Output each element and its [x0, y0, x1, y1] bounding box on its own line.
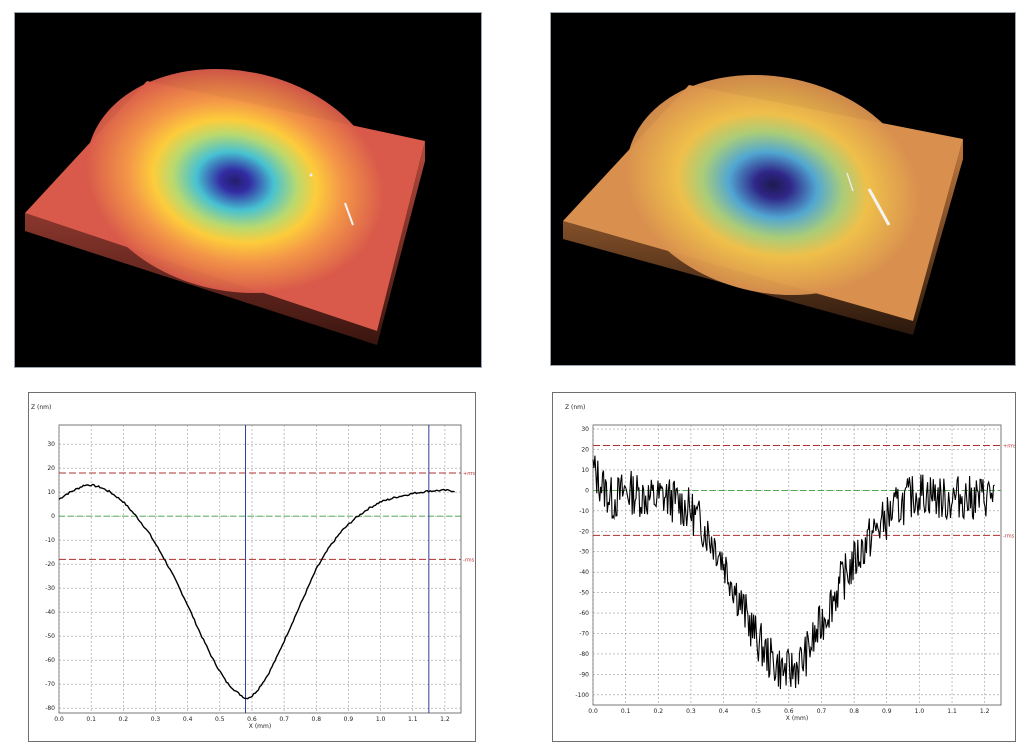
y-tick-label: -80: [45, 705, 55, 712]
right-3d-surface: [550, 12, 1016, 366]
y-tick-label: -30: [579, 549, 589, 556]
right-3d-svg: [563, 74, 963, 335]
left-profile-svg: 0.0 0.1 0.2 0.3 0.4 0.5 0.6 0.7 0.8 0.9 1.0 1.1 1.2 3…: [31, 404, 475, 730]
x-tick-label: 0.8: [849, 708, 859, 715]
x-tick-label: 0.3: [151, 716, 161, 723]
y-tick-label: 20: [581, 447, 589, 454]
rms-upper-label: +rms: [1003, 443, 1015, 449]
x-tick-label: 0.7: [279, 716, 289, 723]
y-tick-label: -60: [579, 610, 589, 617]
y-tick-label: -20: [579, 528, 589, 535]
x-tick-label: 0.1: [86, 716, 96, 723]
x-tick-label: 0.2: [654, 708, 664, 715]
y-tick-label: -50: [579, 590, 589, 597]
x-tick-label: 0.5: [751, 708, 761, 715]
x-tick-label: 1.0: [915, 708, 925, 715]
y-tick-label: 30: [581, 426, 589, 433]
right-profile-svg: 0.0 0.1 0.2 0.3 0.4 0.5 0.6 0.7 0.8 0.9 1.0 1.1 1.2 3…: [565, 404, 1015, 722]
y-tick-label: 10: [581, 467, 589, 474]
x-tick-label: 0.0: [588, 708, 598, 715]
x-axis-label: X (mm): [249, 723, 271, 730]
x-tick-label: 1.1: [408, 716, 418, 723]
y-tick-label: -90: [579, 671, 589, 678]
x-tick-label: 0.4: [183, 716, 193, 723]
y-tick-label: -60: [45, 657, 55, 664]
right-profile-chart: 0.0 0.1 0.2 0.3 0.4 0.5 0.6 0.7 0.8 0.9 1.0 1.1 1.2 3…: [552, 392, 1016, 742]
x-tick-label: 0.1: [621, 708, 631, 715]
rms-upper-label: +rms: [463, 471, 475, 477]
x-tick-label: 0.5: [215, 716, 225, 723]
x-tick-label: 0.9: [344, 716, 354, 723]
x-axis-label: X (mm): [786, 715, 808, 722]
x-tick-label: 1.1: [947, 708, 957, 715]
profile-series-line: [592, 455, 995, 690]
y-tick-label: -30: [45, 585, 55, 592]
y-tick-label: 0: [51, 513, 55, 520]
y-tick-label: 30: [47, 441, 55, 448]
x-tick-label: 0.3: [686, 708, 696, 715]
left-3d-svg: [25, 68, 425, 345]
left-crater: [86, 68, 384, 294]
x-tick-label: 0.6: [784, 708, 794, 715]
left-3d-surface: [14, 12, 482, 368]
y-tick-label: -50: [45, 633, 55, 640]
x-tick-label: 0.6: [247, 716, 257, 723]
y-tick-label: -10: [579, 508, 589, 515]
rms-lower-label: -rms: [463, 557, 475, 563]
y-tick-label: -80: [579, 651, 589, 658]
y-tick-label: -40: [45, 609, 55, 616]
plot-frame: [592, 424, 1002, 706]
rms-lower-label: -rms: [1003, 533, 1015, 539]
left-profile-chart: 0.0 0.1 0.2 0.3 0.4 0.5 0.6 0.7 0.8 0.9 1.0 1.1 1.2 3…: [28, 392, 476, 742]
y-axis-label: Z (nm): [31, 404, 51, 411]
x-tick-label: 1.2: [440, 716, 450, 723]
x-tick-label: 0.0: [54, 716, 64, 723]
profile-series-line: [58, 483, 455, 700]
x-tick-label: 0.4: [719, 708, 729, 715]
y-axis-label: Z (nm): [565, 404, 585, 411]
y-tick-label: -10: [45, 537, 55, 544]
x-tick-label: 1.0: [376, 716, 386, 723]
y-tick-label: 10: [47, 489, 55, 496]
y-tick-label: 20: [47, 465, 55, 472]
y-tick-label: -70: [45, 681, 55, 688]
left-slab-side: [25, 141, 425, 345]
y-tick-label: -40: [579, 569, 589, 576]
x-tick-label: 1.2: [980, 708, 990, 715]
y-tick-label: 0: [585, 487, 589, 494]
y-tick-label: -20: [45, 561, 55, 568]
x-tick-label: 0.9: [882, 708, 892, 715]
y-tick-label: -100: [575, 692, 589, 699]
x-tick-label: 0.7: [817, 708, 827, 715]
right-crater: [626, 74, 920, 296]
y-tick-label: -70: [579, 630, 589, 637]
x-tick-label: 0.2: [119, 716, 129, 723]
x-tick-label: 0.8: [312, 716, 322, 723]
